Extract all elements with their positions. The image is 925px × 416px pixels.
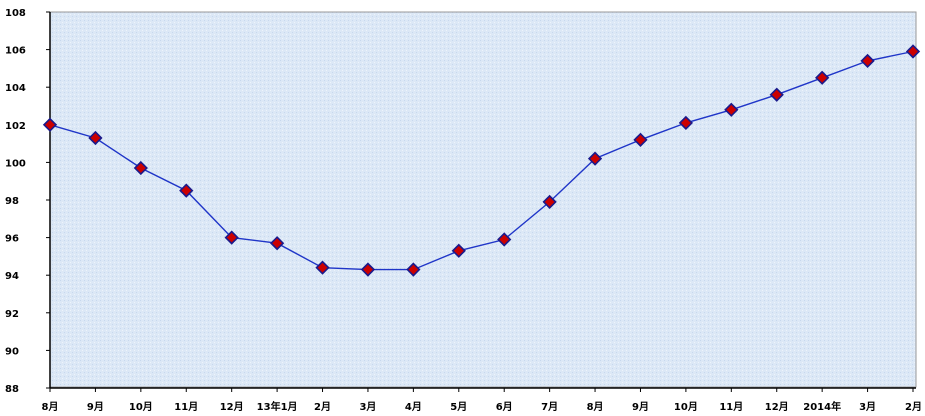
data-point [360,262,376,277]
x-tick-label: 2月 [905,401,922,413]
x-tick-label: 9月 [87,401,104,413]
x-tick-label: 8月 [587,401,604,413]
data-point [269,236,285,251]
y-tick-label: 90 [5,346,19,357]
data-point [860,53,875,69]
data-point [769,87,784,102]
data-point [678,115,694,131]
y-tick-label: 108 [5,8,26,19]
y-axis-ticks: 88 90 92 94 96 98 100 102 104 106 108 [5,8,50,395]
data-point [724,102,739,117]
data-point [542,194,557,210]
plot-area [49,11,917,388]
y-tick-label: 100 [5,158,26,169]
x-tick-label: 8月 [42,401,59,413]
data-point [224,230,239,245]
y-tick-label: 92 [5,309,19,320]
data-point [406,262,421,277]
x-tick-label: 12月 [765,401,789,413]
x-tick-label: 10月 [674,401,698,413]
data-point [42,117,58,132]
x-tick-label: 7月 [541,401,558,413]
x-tick-label: 3月 [859,401,876,413]
data-point [315,260,330,275]
x-tick-label: 5月 [450,401,467,413]
y-tick-label: 94 [5,271,19,282]
x-tick-label: 12月 [220,401,244,413]
y-tick-label: 96 [5,234,19,245]
data-point [451,243,466,258]
data-markers [42,44,921,277]
x-axis-ticks: 8月 9月 10月 11月 12月 13年1月 2月 3月 4月 5月 6月 7月 8月 9月 10月 11月… [42,388,922,413]
x-tick-label: 2014年 [803,400,841,413]
x-tick-label: 6月 [496,401,513,413]
data-point [88,130,103,146]
y-tick-label: 102 [5,121,26,132]
x-tick-label: 11月 [719,401,743,413]
x-tick-label: 9月 [632,401,649,413]
x-tick-label: 2月 [314,401,331,413]
x-tick-label: 11月 [174,401,198,413]
x-tick-label: 3月 [359,401,376,413]
y-tick-label: 98 [5,196,19,207]
data-point [497,232,512,247]
y-tick-label: 88 [5,384,19,395]
data-point [815,70,830,85]
data-point [633,132,648,147]
y-tick-label: 106 [5,46,26,57]
x-tick-label: 13年1月 [257,400,298,413]
data-point [179,183,194,198]
y-tick-label: 104 [5,83,26,94]
x-tick-label: 4月 [405,401,422,413]
x-tick-label: 10月 [129,401,153,413]
data-point [905,44,921,59]
data-point [587,151,603,166]
series-line [49,50,914,271]
data-point [133,160,148,176]
